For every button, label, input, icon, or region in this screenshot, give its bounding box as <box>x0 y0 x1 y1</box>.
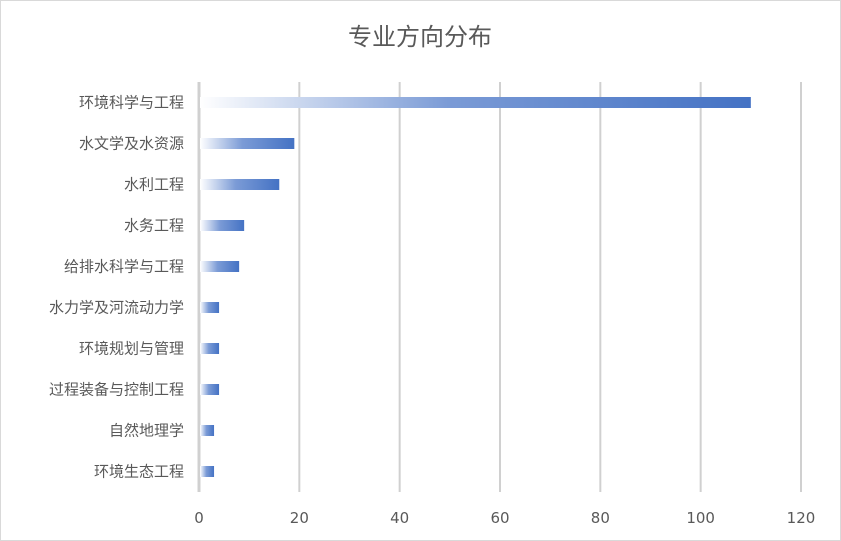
category-label: 水务工程 <box>124 217 184 235</box>
x-tick-label: 40 <box>390 509 409 527</box>
category-label: 过程装备与控制工程 <box>49 381 184 399</box>
bar <box>200 343 220 354</box>
bar <box>200 466 215 477</box>
bar <box>200 384 220 395</box>
x-tick-label: 80 <box>591 509 610 527</box>
category-label: 水文学及水资源 <box>79 135 184 153</box>
category-label: 水利工程 <box>124 176 184 194</box>
category-label: 环境生态工程 <box>94 463 184 481</box>
bar <box>200 179 280 190</box>
x-tick-label: 20 <box>290 509 309 527</box>
category-label: 环境规划与管理 <box>79 340 184 358</box>
bar <box>200 97 751 108</box>
chart-title: 专业方向分布 <box>348 23 492 51</box>
x-tick-label: 100 <box>686 509 715 527</box>
bar <box>200 261 240 272</box>
category-label: 自然地理学 <box>109 422 184 440</box>
bar <box>200 302 220 313</box>
bar <box>200 425 215 436</box>
category-label: 水力学及河流动力学 <box>49 299 184 317</box>
x-tick-label: 60 <box>490 509 509 527</box>
x-tick-label: 120 <box>787 509 816 527</box>
x-tick-label: 0 <box>194 509 204 527</box>
category-label: 给排水科学与工程 <box>64 258 184 276</box>
category-label: 环境科学与工程 <box>79 94 184 112</box>
bar <box>200 220 245 231</box>
bar <box>200 138 295 149</box>
